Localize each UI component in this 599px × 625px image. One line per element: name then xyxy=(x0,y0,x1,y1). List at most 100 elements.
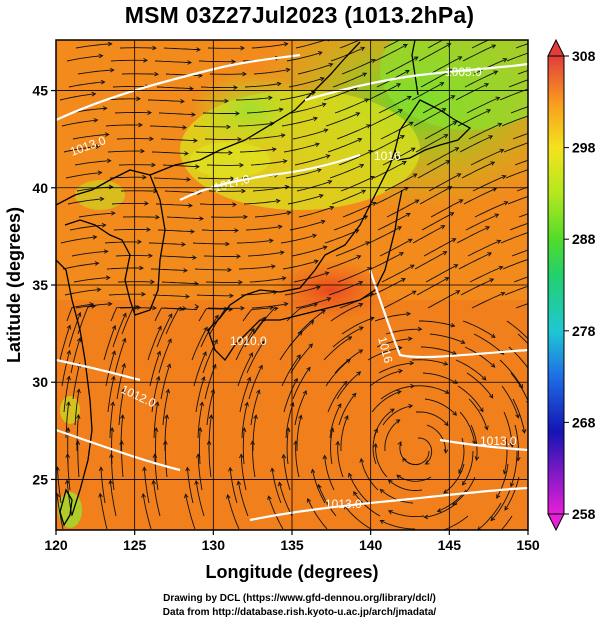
streamline xyxy=(240,454,247,491)
streamline-arrowhead xyxy=(253,414,258,420)
streamline-arrowhead xyxy=(105,275,111,281)
colorbar: 258 268 278 288 298 308 xyxy=(547,38,596,532)
streamline-arrowhead xyxy=(452,350,457,355)
streamline xyxy=(333,215,368,231)
streamline-arrowhead xyxy=(443,134,449,139)
streamline xyxy=(340,176,375,192)
streamline xyxy=(69,224,106,231)
streamline xyxy=(197,177,234,180)
streamline-arrowhead xyxy=(485,226,491,231)
streamline xyxy=(287,194,324,205)
streamline xyxy=(465,213,499,231)
streamline xyxy=(250,160,287,166)
streamline-arrowhead xyxy=(108,184,114,190)
streamline-arrowhead xyxy=(410,383,415,389)
streamline-arrowhead xyxy=(102,106,108,111)
streamline xyxy=(154,60,192,64)
streamline-arrowhead xyxy=(298,414,303,420)
streamline-arrowhead xyxy=(111,350,116,356)
streamline-arrowhead xyxy=(155,214,160,220)
streamline xyxy=(327,381,348,413)
streamline xyxy=(337,267,372,283)
streamline-arrowhead xyxy=(237,137,242,142)
streamline-arrowhead xyxy=(370,58,376,64)
credits: Drawing by DCL (https://www.gfd-dennou.o… xyxy=(0,592,599,620)
streamline-arrowhead xyxy=(314,259,319,265)
streamline xyxy=(378,362,414,374)
streamline xyxy=(63,145,100,153)
streamline-arrowhead xyxy=(183,493,189,499)
streamline xyxy=(163,47,201,51)
streamline xyxy=(166,216,204,220)
streamline-arrowhead xyxy=(231,59,236,64)
contour-label: 1005.0 xyxy=(445,65,482,79)
streamline xyxy=(338,150,373,166)
streamline xyxy=(317,484,337,517)
streamline-arrowhead xyxy=(449,212,455,217)
streamline xyxy=(149,125,187,129)
streamline-arrowhead xyxy=(185,294,190,299)
streamline xyxy=(329,164,364,179)
streamline-arrowhead xyxy=(329,427,335,433)
streamline-arrowhead xyxy=(228,307,234,312)
streamline-arrowhead xyxy=(369,316,375,321)
streamline xyxy=(490,489,511,521)
x-tick-label: 120 xyxy=(44,537,68,553)
streamline xyxy=(121,73,159,75)
streamline xyxy=(399,441,421,466)
streamline-arrowhead xyxy=(355,112,361,117)
streamline xyxy=(198,427,201,465)
streamline xyxy=(375,187,409,205)
streamline xyxy=(108,293,145,296)
streamline-arrowhead xyxy=(152,45,157,51)
streamline xyxy=(281,117,318,127)
x-tick-label: 150 xyxy=(516,537,540,553)
streamline xyxy=(461,161,495,179)
streamline xyxy=(504,476,520,511)
streamline xyxy=(111,202,149,205)
streamline xyxy=(61,350,71,387)
streamline-arrowhead xyxy=(444,277,450,282)
streamline xyxy=(415,411,449,426)
streamline-arrowhead xyxy=(498,265,504,271)
streamline-arrowhead xyxy=(104,132,110,137)
streamline xyxy=(155,427,157,465)
streamline-arrowhead xyxy=(337,403,342,408)
streamline xyxy=(477,502,502,530)
streamline xyxy=(286,428,289,465)
streamline-arrowhead xyxy=(530,87,534,91)
streamline-arrowhead xyxy=(361,189,367,194)
streamline xyxy=(246,341,265,374)
streamline-arrowhead xyxy=(195,453,201,459)
streamline-arrowhead xyxy=(543,127,547,131)
streamline-arrowhead xyxy=(285,67,291,73)
streamline-arrowhead xyxy=(194,304,200,309)
streamline xyxy=(67,198,104,205)
streamline-arrowhead xyxy=(146,227,151,232)
streamline-arrowhead xyxy=(141,492,146,498)
colorbar-tick-label: 288 xyxy=(572,231,596,247)
streamline xyxy=(74,389,80,426)
streamline-arrowhead xyxy=(107,301,113,307)
streamline xyxy=(325,112,360,127)
streamline-arrowhead xyxy=(179,306,184,312)
streamline xyxy=(503,411,513,447)
streamline xyxy=(202,339,218,374)
streamline xyxy=(121,440,124,478)
streamline xyxy=(245,225,282,231)
streamline-arrowhead xyxy=(351,392,357,398)
streamline-arrowhead xyxy=(152,453,158,458)
streamline-arrowhead xyxy=(362,72,368,77)
streamline-arrowhead xyxy=(309,320,315,325)
streamline xyxy=(334,349,363,374)
streamline-arrowhead xyxy=(298,330,303,336)
streamline xyxy=(246,108,283,114)
y-tick-label: 25 xyxy=(32,471,48,487)
streamline-arrowhead xyxy=(234,228,239,233)
streamline-arrowhead xyxy=(496,239,502,244)
streamline-arrowhead xyxy=(197,427,203,432)
streamline xyxy=(460,278,494,296)
streamline xyxy=(339,40,361,49)
streamline-arrowhead xyxy=(183,268,188,273)
contour-label: 1013.0 xyxy=(480,434,517,448)
